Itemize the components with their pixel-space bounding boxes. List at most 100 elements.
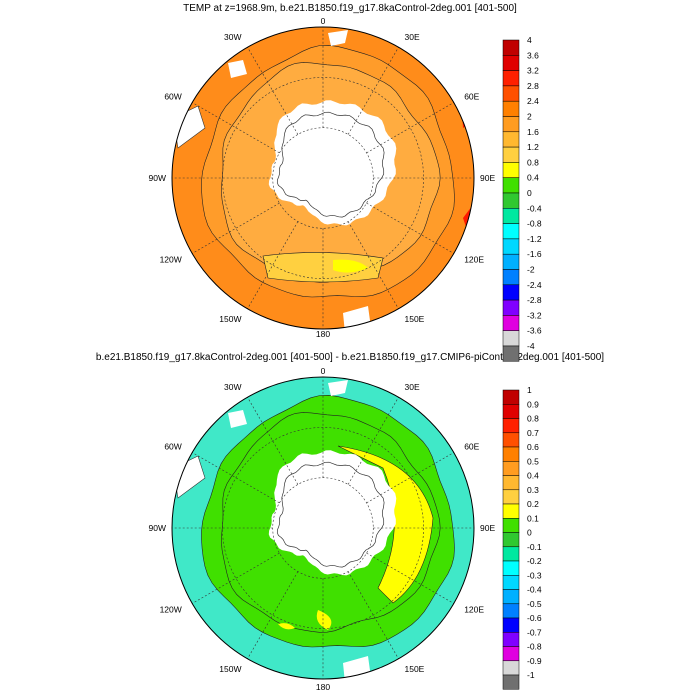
- longitude-label: 150E: [405, 314, 425, 324]
- colorbar: 1 0.9 0.8 0.7 0.6 0.5 0.4 0.3 0.2 0.1 0 -0.1 -0.2 -0.…: [502, 385, 542, 690]
- antarctica-coastline: [276, 461, 385, 568]
- colorbar-label: -1.2: [527, 234, 542, 244]
- longitude-label: 60W: [164, 92, 181, 102]
- colorbar-swatch: [502, 575, 520, 590]
- colorbar-swatch: [502, 116, 520, 133]
- colorbar-label: 0.2: [527, 499, 539, 509]
- colorbar-label: 2.4: [527, 96, 539, 106]
- longitude-label: 60W: [164, 442, 181, 452]
- warm-anomaly-shelf: [316, 610, 332, 630]
- colorbar-swatch: [502, 475, 520, 490]
- colorbar-label: -0.1: [527, 542, 542, 552]
- australia-tasmania: [463, 233, 474, 273]
- longitude-label: 150W: [219, 664, 241, 674]
- colorbar-label: 1.6: [527, 127, 539, 137]
- colorbar-swatch: [502, 632, 520, 647]
- australia-tasmania: [463, 583, 474, 623]
- colorbar-label: 2: [527, 112, 532, 122]
- colorbar-swatch: [502, 646, 520, 661]
- colorbar-label: 0.1: [527, 513, 539, 523]
- colorbar-swatch: [502, 299, 520, 316]
- colorbar-swatch: [502, 223, 520, 240]
- longitude-label: 120E: [464, 605, 484, 615]
- colorbar-label: -0.2: [527, 556, 542, 566]
- colorbar-label: -3.6: [527, 326, 542, 336]
- colorbar-swatch: [502, 100, 520, 117]
- colorbar-swatch: [502, 418, 520, 433]
- meridian-line: [247, 397, 299, 485]
- meridian-line: [247, 221, 299, 309]
- colorbar-label: -0.5: [527, 599, 542, 609]
- meridian-line: [366, 552, 454, 604]
- colorbar: 4 3.6 3.2 2.8 2.4 2 1.6 1.2 0.8 0.4 0 -0.4 -0.8 -1.2 -…: [502, 35, 542, 362]
- longitude-label: 60E: [464, 92, 479, 102]
- cold-shelf-region: [262, 252, 384, 283]
- colorbar-swatch: [502, 660, 520, 676]
- colorbar-label: -0.3: [527, 570, 542, 580]
- cold-core-region: [333, 259, 368, 273]
- map-panel-top: 0 30E 60E 90E 120E 150E 180 150W 120W 90W 60W 30W 4 3…: [149, 16, 542, 362]
- colorbar-label: -0.6: [527, 613, 542, 623]
- longitude-label: 90E: [480, 173, 495, 183]
- colorbar-label: 0.9: [527, 399, 539, 409]
- meridian-line: [366, 202, 454, 254]
- colorbar-label: -2.8: [527, 295, 542, 305]
- graticule: [172, 27, 474, 329]
- island-south-georgia: [228, 60, 247, 78]
- colorbar-label: -0.4: [527, 585, 542, 595]
- colorbar-swatch: [502, 432, 520, 448]
- colorbar-swatch: [502, 503, 520, 519]
- meridian-line: [366, 452, 454, 504]
- meridian-line: [247, 571, 299, 659]
- longitude-label: 120W: [160, 605, 182, 615]
- colorbar-swatch: [502, 404, 520, 419]
- longitude-label: 30W: [224, 382, 241, 392]
- colorbar-label: 1.2: [527, 142, 539, 152]
- colorbar-swatch: [502, 208, 520, 224]
- colorbar-swatch: [502, 39, 520, 56]
- colorbar-label: 3.6: [527, 50, 539, 60]
- colorbar-swatch: [502, 131, 520, 148]
- colorbar-label: -2.4: [527, 280, 542, 290]
- graticule: [172, 377, 474, 679]
- colorbar-swatch: [502, 146, 520, 163]
- colorbar-label: 0.6: [527, 442, 539, 452]
- colorbar-swatch: [502, 85, 520, 102]
- colorbar-label: 0.4: [527, 471, 539, 481]
- warm-anomaly-patch: [278, 623, 295, 630]
- colorbar-label: 0.5: [527, 456, 539, 466]
- colorbar-swatch: [502, 546, 520, 562]
- colorbar-label: -0.4: [527, 203, 542, 213]
- colorbar-label: 3.2: [527, 66, 539, 76]
- meridian-line: [247, 47, 299, 135]
- colorbar-swatch: [502, 489, 520, 505]
- latitude-circle: [222, 77, 424, 279]
- colorbar-swatch: [502, 162, 520, 178]
- longitude-label: 90W: [149, 523, 166, 533]
- meridian-line: [366, 102, 454, 154]
- colorbar-swatch: [502, 389, 520, 405]
- longitude-label: 150W: [219, 314, 241, 324]
- colorbar-label: 0: [527, 528, 532, 538]
- colorbar-label: -4: [527, 341, 535, 351]
- map-title-bottom: b.e21.B1850.f19_g17.8kaControl-2deg.001 …: [95, 352, 605, 363]
- longitude-label: 120W: [160, 255, 182, 265]
- colorbar-swatch: [502, 315, 520, 331]
- colorbar-label: 1: [527, 385, 532, 395]
- colorbar-swatch: [502, 674, 520, 690]
- meridian-line: [192, 552, 280, 604]
- island-bouvet: [328, 30, 348, 46]
- colorbar-swatch: [502, 269, 520, 286]
- meridian-line: [347, 397, 399, 485]
- longitude-label: 30E: [405, 382, 420, 392]
- colorbar-swatch: [502, 253, 520, 270]
- longitude-label: 120E: [464, 255, 484, 265]
- meridian-line: [347, 221, 399, 309]
- longitude-label: 180: [316, 682, 330, 692]
- longitude-label: 90E: [480, 523, 495, 533]
- colorbar-swatch: [502, 560, 520, 576]
- colorbar-swatch: [502, 589, 520, 604]
- colorbar-label: -2: [527, 265, 535, 275]
- colorbar-label: -3.2: [527, 310, 542, 320]
